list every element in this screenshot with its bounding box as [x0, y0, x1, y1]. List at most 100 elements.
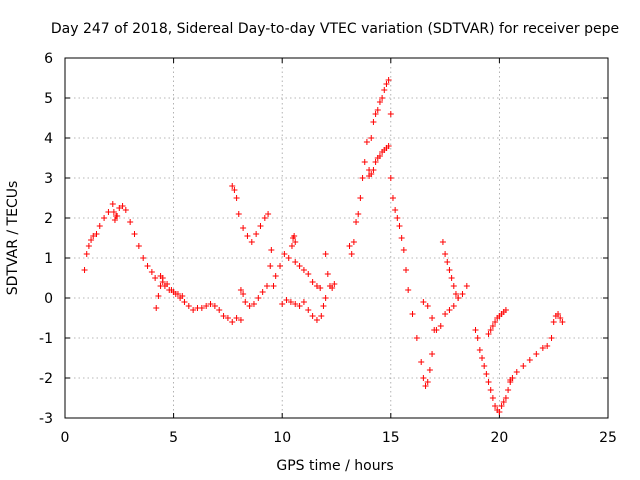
data-point [152, 275, 159, 281]
data-point [240, 291, 247, 297]
data-point [90, 233, 97, 239]
data-point [220, 313, 227, 319]
data-point [144, 263, 151, 269]
data-point [237, 317, 244, 323]
data-point [350, 239, 357, 245]
series-arc-5 [270, 243, 324, 291]
data-point [157, 273, 164, 279]
data-point [181, 299, 188, 305]
data-point [211, 303, 218, 309]
data-point [229, 183, 236, 189]
data-point [385, 77, 392, 83]
data-point [492, 319, 499, 325]
data-point [237, 287, 244, 293]
data-point [122, 207, 129, 213]
data-point [231, 187, 238, 193]
data-point [185, 303, 192, 309]
data-point [429, 351, 436, 357]
data-point [437, 323, 444, 329]
data-point [520, 363, 527, 369]
data-point [153, 305, 160, 311]
series-arc-14 [548, 311, 566, 341]
data-point [259, 289, 266, 295]
data-point [463, 283, 470, 289]
data-point [324, 271, 331, 277]
data-point [485, 379, 492, 385]
data-point [544, 343, 551, 349]
data-point [389, 195, 396, 201]
data-point [257, 223, 264, 229]
data-point [109, 201, 116, 207]
data-point [376, 99, 383, 105]
y-tick-label: 4 [44, 131, 53, 147]
data-point [88, 237, 95, 243]
series-arc-8-lower [366, 143, 392, 179]
data-point [387, 111, 394, 117]
data-point [450, 303, 457, 309]
data-point [265, 211, 272, 217]
data-point [392, 207, 399, 213]
data-point [429, 315, 436, 321]
data-point [233, 315, 240, 321]
x-axis-label: GPS time / hours [276, 458, 393, 474]
data-point [253, 231, 260, 237]
data-point [292, 259, 299, 265]
data-point [161, 283, 168, 289]
plot-frame [64, 57, 609, 419]
data-point [418, 359, 425, 365]
data-point [448, 275, 455, 281]
data-point [300, 299, 307, 305]
data-point [500, 399, 507, 405]
data-point [207, 301, 214, 307]
series-early-arc-sag [110, 209, 121, 223]
data-point [296, 263, 303, 269]
y-tick-label: 0 [44, 291, 53, 307]
series-arc-10-upper [439, 239, 462, 301]
data-point [346, 243, 353, 249]
data-point [190, 307, 197, 313]
data-point [198, 305, 205, 311]
data-point [496, 409, 503, 415]
x-tick-label: 0 [61, 430, 70, 446]
data-point [405, 287, 412, 293]
series-arc-13 [507, 343, 551, 383]
data-point [300, 267, 307, 273]
data-point [322, 295, 329, 301]
y-tick-labels: -3 -2 -1 0 1 2 3 4 5 6 [39, 51, 53, 427]
y-tick-label: -2 [39, 371, 53, 387]
data-point [283, 297, 290, 303]
data-point [116, 205, 123, 211]
data-point [413, 335, 420, 341]
data-point [513, 369, 520, 375]
data-point [110, 209, 117, 215]
data-point [320, 303, 327, 309]
data-point [166, 287, 173, 293]
data-point [433, 327, 440, 333]
data-points [81, 77, 566, 415]
data-point [398, 235, 405, 241]
data-point [400, 247, 407, 253]
data-point [240, 225, 247, 231]
data-point [489, 395, 496, 401]
data-point [455, 295, 462, 301]
data-point [459, 291, 466, 297]
data-point [420, 299, 427, 305]
data-point [242, 299, 249, 305]
data-point [203, 303, 210, 309]
data-point [233, 195, 240, 201]
data-point [155, 293, 162, 299]
data-point [127, 219, 134, 225]
data-point [376, 153, 383, 159]
data-point [363, 139, 370, 145]
data-point [481, 363, 488, 369]
data-point [317, 285, 324, 291]
data-point [292, 301, 299, 307]
data-point [361, 159, 368, 165]
data-point [277, 263, 284, 269]
data-point [101, 215, 108, 221]
data-point [305, 307, 312, 313]
data-point [505, 387, 512, 393]
data-point [296, 303, 303, 309]
x-tick-label: 25 [599, 430, 617, 446]
data-point [409, 311, 416, 317]
